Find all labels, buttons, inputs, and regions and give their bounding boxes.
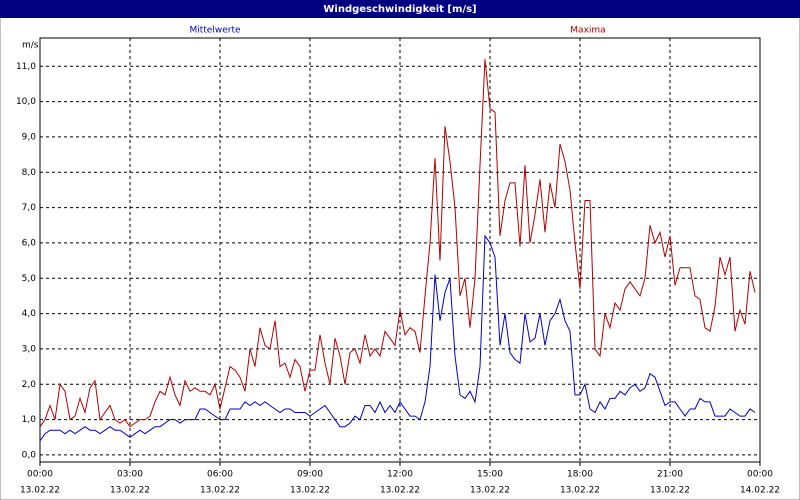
- y-tick-label: 5,0: [22, 274, 37, 284]
- y-tick-label: 3,0: [22, 344, 37, 354]
- x-tick-label: 03:00: [117, 470, 143, 480]
- x-tick-label: 21:00: [657, 470, 683, 480]
- x-tick-date: 13.02.22: [110, 486, 150, 496]
- x-tick-label: 18:00: [567, 470, 593, 480]
- x-tick-label: 06:00: [207, 470, 233, 480]
- x-tick-date: 13.02.22: [290, 486, 330, 496]
- legend-entry: Mittelwerte: [189, 26, 240, 36]
- y-tick-label: 8,0: [22, 168, 37, 178]
- y-tick-label: 1,0: [22, 415, 37, 425]
- x-tick-label: 12:00: [387, 470, 413, 480]
- y-tick-label: 11,0: [16, 62, 36, 72]
- x-tick-date: 13.02.22: [20, 486, 60, 496]
- x-tick-label: 00:00: [27, 470, 53, 480]
- y-tick-label: 4,0: [22, 309, 37, 319]
- x-tick-date: 13.02.22: [200, 486, 240, 496]
- y-tick-label: 0,0: [22, 450, 37, 460]
- x-tick-date: 13.02.22: [380, 486, 420, 496]
- x-tick-date: 14.02.22: [740, 486, 780, 496]
- window-title: Windgeschwindigkeit [m/s]: [323, 4, 476, 15]
- y-unit: m/s: [22, 41, 39, 51]
- x-tick-label: 00:00: [747, 470, 773, 480]
- x-tick-label: 15:00: [477, 470, 503, 480]
- legend-entry: Maxima: [570, 26, 605, 36]
- y-tick-label: 10,0: [16, 97, 36, 107]
- series-line: [39, 59, 756, 428]
- series-line: [39, 234, 756, 442]
- plot-frame: [39, 37, 761, 463]
- y-tick-label: 2,0: [22, 380, 37, 390]
- y-tick-label: 7,0: [22, 203, 37, 213]
- x-tick-date: 13.02.22: [560, 486, 600, 496]
- x-tick-date: 13.02.22: [470, 486, 510, 496]
- x-tick-date: 13.02.22: [650, 486, 690, 496]
- x-tick-label: 09:00: [297, 470, 323, 480]
- y-tick-label: 9,0: [22, 132, 37, 142]
- y-tick-label: 6,0: [22, 238, 37, 248]
- title-bar: [0, 0, 800, 18]
